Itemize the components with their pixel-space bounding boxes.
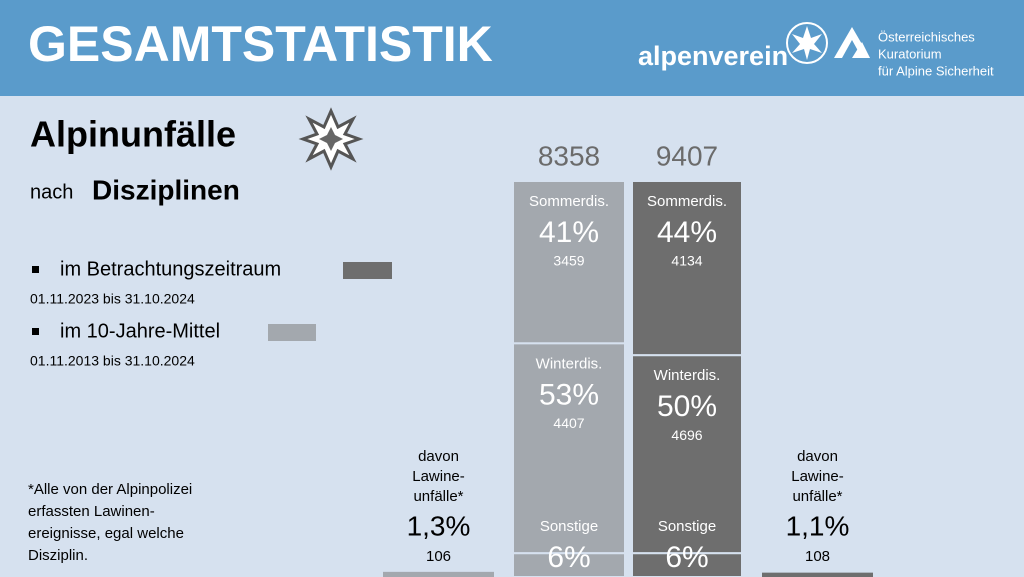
avalanche-count: 108 (805, 548, 830, 565)
legend-label: im 10-Jahre-Mittel (60, 320, 220, 342)
oeka-icon (834, 27, 870, 58)
avalanche-label: unfälle* (792, 488, 842, 505)
header-title: GESAMTSTATISTIK (28, 16, 493, 72)
legend-period: 01.11.2013 bis 31.10.2024 (30, 353, 195, 369)
segment-count: 3459 (553, 253, 584, 269)
segment-share: 50% (657, 390, 717, 423)
edelweiss-icon (786, 22, 828, 64)
logo-text: alpenverein (638, 41, 788, 71)
avalanche-share: 1,1% (786, 510, 850, 541)
header-bar (0, 0, 1024, 96)
footnote: *Alle von der Alpinpolizei (28, 481, 192, 498)
bar-segment (631, 180, 743, 357)
avalanche-label: davon (418, 448, 459, 465)
avalanche-bar (762, 572, 873, 577)
segment-count: 4134 (671, 253, 702, 269)
segment-share: 44% (657, 216, 717, 249)
avalanche-label: Lawine- (791, 468, 844, 485)
avalanche-share: 1,3% (407, 510, 471, 541)
segment-count: 4407 (553, 415, 584, 431)
segment-share: 6% (665, 541, 708, 574)
segment-share: 41% (539, 216, 599, 249)
org-line: Kuratorium (878, 46, 942, 61)
total-label: 8358 (538, 140, 600, 171)
total-label: 9407 (656, 140, 718, 171)
avalanche-count: 106 (426, 548, 451, 565)
legend-label: im Betrachtungszeitraum (60, 258, 281, 280)
footnote: ereignisse, egal welche (28, 525, 184, 542)
chart-title: Alpinunfälle (30, 114, 236, 155)
segment-name: Winterdis. (654, 367, 721, 384)
segment-name: Sommerdis. (647, 193, 727, 210)
segment-name: Sonstige (658, 518, 716, 535)
subtitle-prefix: nach (30, 181, 73, 203)
footnote: Disziplin. (28, 547, 88, 564)
star-icon (298, 107, 364, 171)
avalanche-label: Lawine- (412, 468, 465, 485)
legend-bullet (32, 266, 39, 273)
legend-bullet (32, 328, 39, 335)
bar-segment (512, 342, 626, 555)
segment-name: Sommerdis. (529, 193, 609, 210)
footnote: erfassten Lawinen- (28, 503, 155, 520)
org-line: für Alpine Sicherheit (878, 63, 994, 78)
bar-segment (512, 180, 626, 345)
segment-share: 53% (539, 378, 599, 411)
legend-period: 01.11.2023 bis 31.10.2024 (30, 291, 195, 307)
legend-swatch (343, 262, 392, 279)
avalanche-label: unfälle* (413, 488, 463, 505)
legend-swatch (268, 324, 316, 341)
segment-count: 4696 (671, 427, 702, 443)
segment-share: 6% (547, 541, 590, 574)
avalanche-bar (383, 571, 494, 577)
segment-name: Winterdis. (536, 355, 603, 372)
subtitle: Disziplinen (92, 174, 240, 205)
bar-segment (631, 354, 743, 555)
org-line: Österreichisches (878, 29, 975, 44)
avalanche-label: davon (797, 448, 838, 465)
segment-name: Sonstige (540, 518, 598, 535)
